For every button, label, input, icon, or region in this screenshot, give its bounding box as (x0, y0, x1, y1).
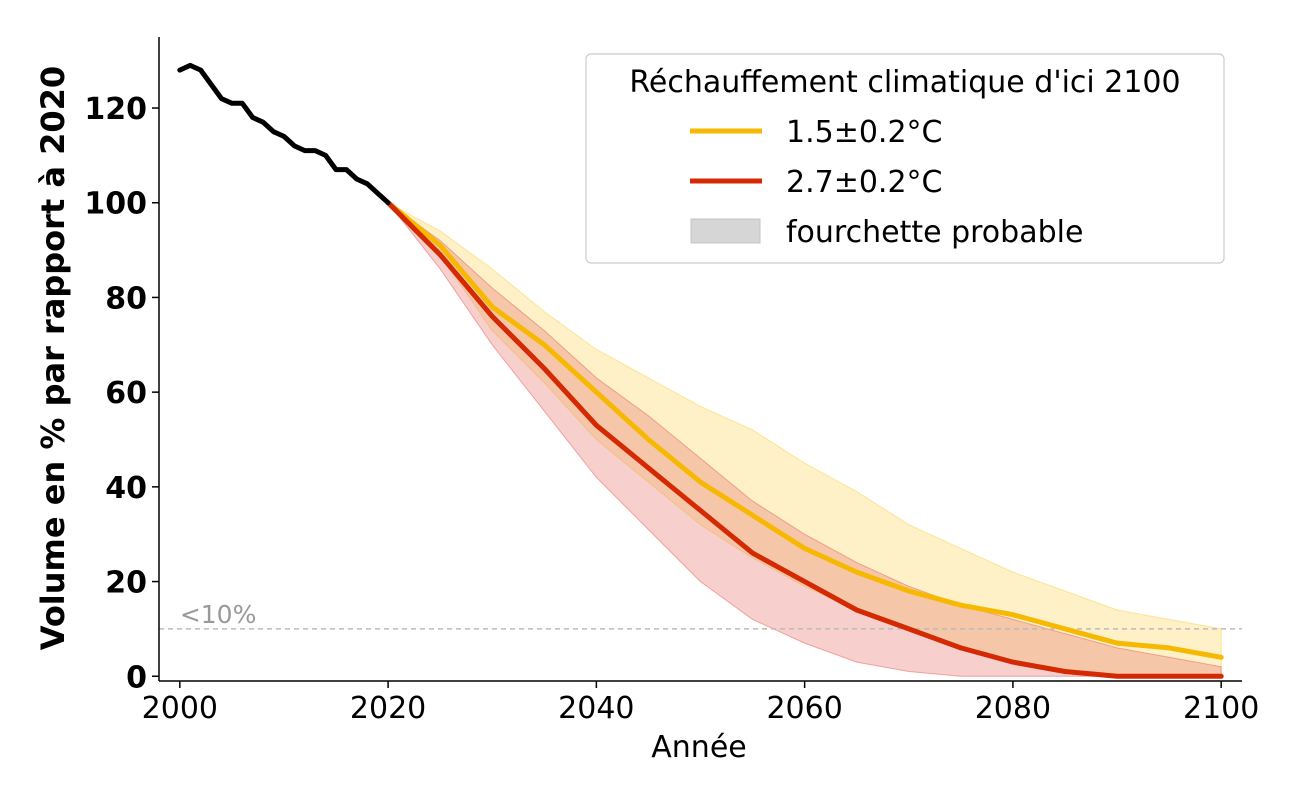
axes (158, 37, 1242, 682)
y-tick-label: 40 (105, 471, 147, 506)
y-tick-label: 80 (105, 281, 147, 316)
legend-frame (585, 53, 1225, 264)
series-lines (177, 62, 1224, 679)
x-tick-label: 2100 (1183, 691, 1259, 726)
y-tick-label: 20 (105, 566, 147, 601)
x-ticks: 2000 2020 2040 2060 2080 2100 (142, 681, 1259, 726)
legend-label-2-7c: 2.7±0.2°C (786, 165, 943, 200)
legend-swatch-range (690, 218, 761, 244)
legend: Réchauffement climatique d'ici 2100 1.5±… (585, 53, 1225, 264)
x-tick-label: 2040 (558, 691, 634, 726)
y-ticks: 0 20 40 60 80 100 120 (84, 92, 159, 695)
threshold-label: <10% (180, 600, 257, 629)
x-tick-label: 2060 (766, 691, 842, 726)
y-tick-label: 0 (126, 660, 147, 695)
x-tick-label: 2020 (350, 691, 426, 726)
y-axis-title: Volume en % par rapport à 2020 (34, 66, 72, 650)
y-tick-label: 120 (84, 92, 147, 127)
series-line-1-5c (385, 200, 1224, 660)
y-tick-label: 100 (84, 187, 147, 222)
legend-label-1-5c: 1.5±0.2°C (786, 115, 943, 150)
x-tick-label: 2000 (142, 691, 218, 726)
x-axis-title: Année (651, 730, 746, 765)
legend-label-range: fourchette probable (786, 215, 1083, 250)
y-tick-label: 60 (105, 376, 147, 411)
historical-line (177, 62, 391, 206)
series-line-2-7c (385, 200, 1224, 679)
legend-title: Réchauffement climatique d'ici 2100 (629, 65, 1180, 100)
uncertainty-bands (387, 202, 1222, 677)
x-tick-label: 2080 (975, 691, 1051, 726)
